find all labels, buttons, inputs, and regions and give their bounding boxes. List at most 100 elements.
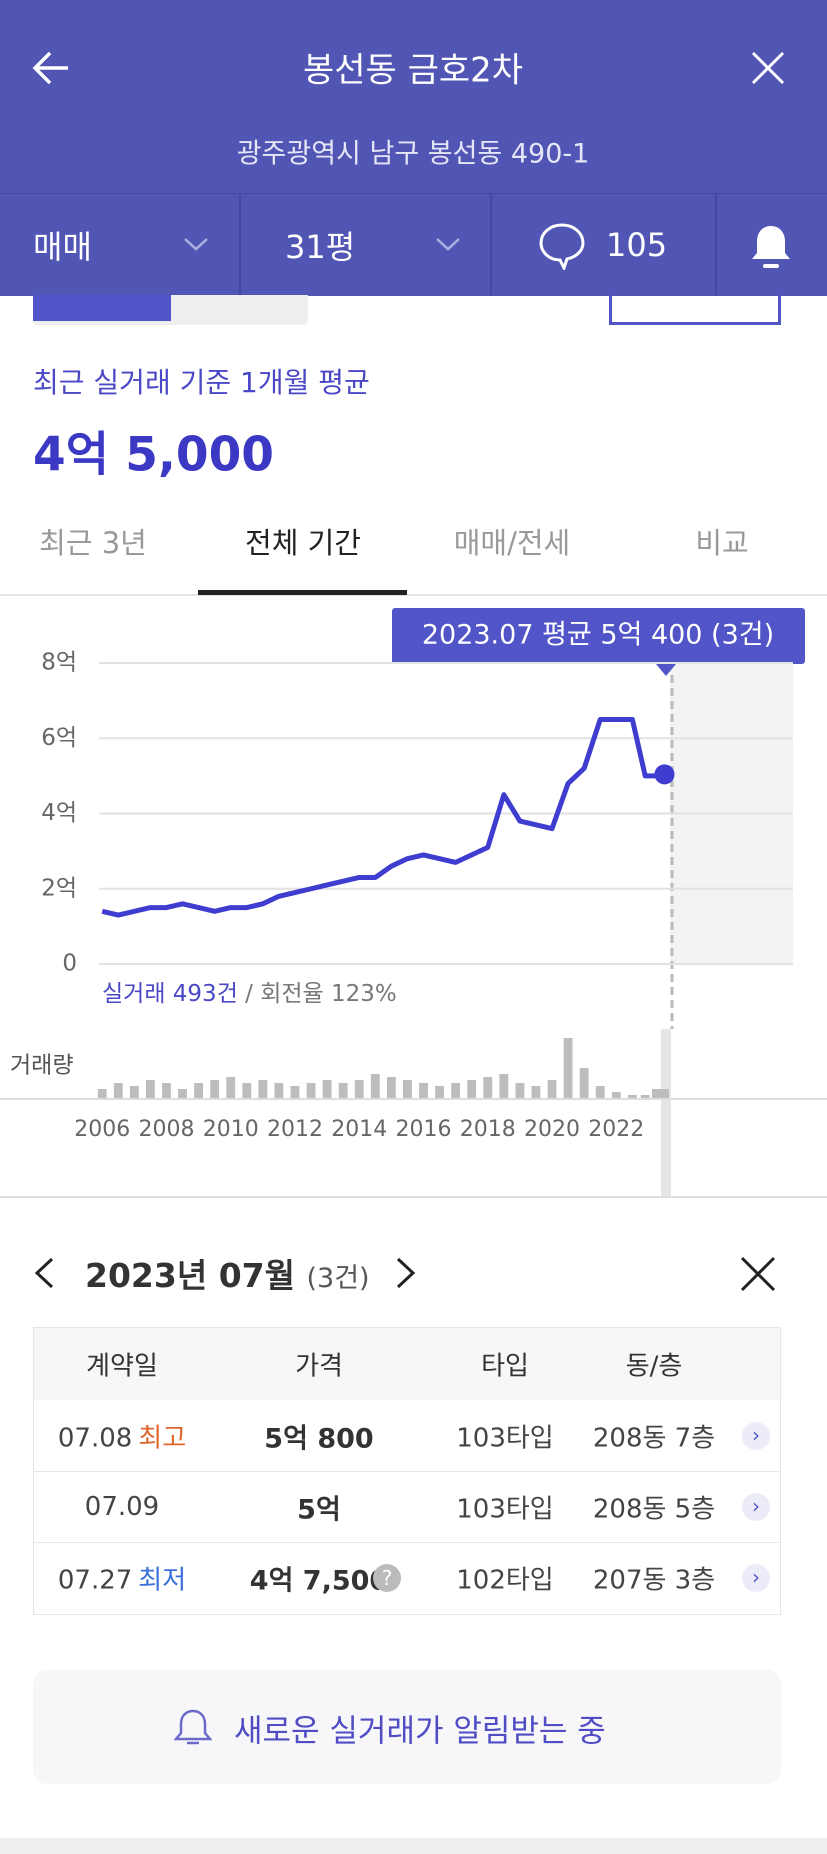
volume-bar <box>226 1077 236 1098</box>
deal-type: 102타입 <box>456 1565 554 1596</box>
volume-bar <box>258 1080 268 1098</box>
tab-active[interactable]: 전체 기간 <box>245 526 361 560</box>
volume-bar <box>386 1077 396 1098</box>
x-tick-label: 2022 <box>588 1117 644 1142</box>
tooltip-pointer <box>656 664 676 676</box>
volume-bar <box>451 1083 461 1098</box>
deal-date: 07.27 최저 <box>58 1560 186 1597</box>
prev-month[interactable] <box>32 1256 56 1290</box>
volume-bar <box>338 1083 348 1098</box>
bell-icon[interactable] <box>749 222 793 272</box>
close-button[interactable] <box>750 50 786 86</box>
stats: 실거래 493건 / 회전율 123% <box>102 981 397 1007</box>
deal-unit: 208동 7층 <box>592 1423 716 1454</box>
deal-date: 07.09 <box>85 1492 159 1522</box>
y-tick-label: 8억 <box>41 650 77 676</box>
column-header: 가격 <box>295 1351 343 1382</box>
alert-text: 새로운 실거래가 알림받는 중 <box>234 1713 606 1750</box>
row-divider <box>34 1542 780 1543</box>
tab-divider <box>0 594 827 596</box>
volume-bar <box>145 1080 155 1098</box>
volume-bar <box>419 1083 428 1098</box>
table-border <box>33 1327 781 1615</box>
next-month[interactable] <box>394 1256 418 1290</box>
volume-bar <box>531 1086 541 1098</box>
x-tick-label: 2008 <box>138 1117 194 1142</box>
volume-bar <box>483 1077 493 1098</box>
comment-count[interactable]: 105 <box>606 226 668 264</box>
divider <box>239 194 241 295</box>
volume-bar <box>178 1089 187 1098</box>
back-button[interactable] <box>30 48 74 88</box>
volume-bar <box>627 1095 637 1098</box>
deal-price: 5억 <box>297 1494 341 1526</box>
column-header: 타입 <box>481 1351 529 1382</box>
volume-bar <box>370 1074 380 1098</box>
title: 봉선동 금호2차 <box>302 50 524 91</box>
volume-bar <box>640 1095 650 1098</box>
summary-label: 최근 실거래 기준 1개월 평균 <box>33 366 370 399</box>
row-arrow[interactable]: › <box>742 1564 770 1592</box>
volume-bar <box>435 1086 444 1098</box>
info-icon: ? <box>373 1564 401 1592</box>
chart: 2023.07 평균 5억 400 (3건) 실거래 493건 / 회전율 12… <box>0 608 827 1197</box>
divider <box>715 194 717 295</box>
comment-icon[interactable] <box>538 222 588 270</box>
volume-bar <box>547 1080 557 1098</box>
trade-type[interactable]: 매매 <box>33 228 92 266</box>
tab[interactable]: 비교 <box>695 526 749 560</box>
alert-box[interactable] <box>33 1670 781 1784</box>
volume-bar <box>563 1038 573 1098</box>
x-tick-label: 2020 <box>524 1117 580 1142</box>
volume-bar <box>97 1089 107 1098</box>
tooltip: 2023.07 평균 5억 400 (3건) <box>422 620 774 651</box>
row-arrow[interactable]: › <box>742 1422 770 1450</box>
volume-bar <box>129 1086 139 1098</box>
x-tick-label: 2006 <box>74 1117 130 1142</box>
volume-bar <box>652 1089 661 1098</box>
deal-type: 103타입 <box>456 1423 554 1454</box>
deal-type: 103타입 <box>456 1494 554 1525</box>
x-tick-label: 2016 <box>396 1117 452 1142</box>
volume-bar <box>194 1083 204 1098</box>
row-arrow[interactable]: › <box>742 1493 770 1521</box>
close-detail[interactable] <box>739 1255 777 1293</box>
tab[interactable]: 매매/전세 <box>453 526 571 560</box>
badge: 최고 <box>138 1423 187 1454</box>
cursor-bar <box>661 1029 671 1197</box>
deal-price: 5억 800 <box>264 1423 374 1455</box>
volume-bar <box>595 1086 605 1098</box>
chevron <box>184 238 208 251</box>
volume-bar <box>242 1083 252 1098</box>
volume-bar <box>322 1080 332 1098</box>
x-tick-label: 2010 <box>203 1117 259 1142</box>
volume-bar <box>306 1083 316 1098</box>
address: 광주광역시 남구 봉선동 490-1 <box>236 138 590 170</box>
volume-bar <box>611 1092 621 1098</box>
deal-unit: 208동 5층 <box>592 1494 716 1525</box>
turnover: / 회전율 123% <box>245 981 397 1007</box>
filter-bar <box>0 193 827 296</box>
volume-bar <box>660 1089 669 1098</box>
summary-price: 4억 5,000 <box>33 427 274 483</box>
volume-bar <box>499 1074 509 1098</box>
divider <box>0 1196 827 1198</box>
detail-month: 2023년 07월 (3건) <box>85 1249 370 1297</box>
divider <box>490 194 492 295</box>
selected-point <box>654 764 675 785</box>
y-tick-label: 0 <box>62 951 77 977</box>
table-header <box>34 1328 780 1400</box>
tab[interactable]: 최근 3년 <box>39 526 147 560</box>
volume-bar <box>515 1083 525 1098</box>
date: 07.09 <box>84 1492 160 1522</box>
x-tick-label: 2018 <box>460 1117 516 1142</box>
size[interactable]: 31평 <box>285 228 356 266</box>
volume-bar <box>162 1083 171 1098</box>
volume-bar <box>290 1086 300 1098</box>
row-divider <box>34 1471 780 1472</box>
alert-bell <box>174 1709 212 1745</box>
tooltip-box <box>392 608 805 664</box>
select-box <box>609 295 781 325</box>
badge: 최저 <box>138 1565 187 1596</box>
